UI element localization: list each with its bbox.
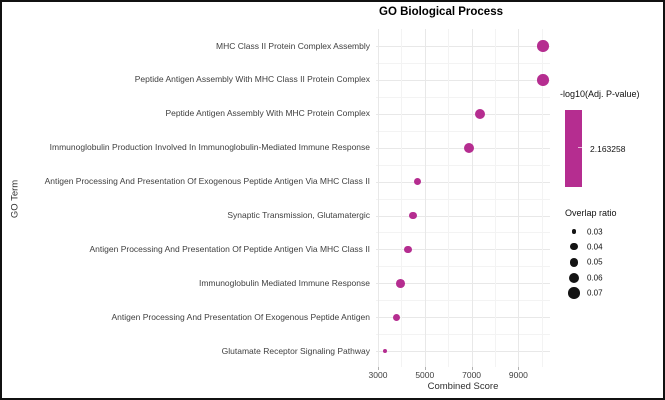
gridline-h-major	[376, 283, 550, 285]
size-legend-dot	[571, 229, 577, 234]
colorbar-tick-mark	[578, 147, 582, 148]
plot-panel	[376, 29, 550, 367]
term-label: Peptide Antigen Assembly With MHC Class …	[134, 74, 370, 85]
data-point	[392, 313, 400, 321]
gridline-v-minor	[401, 29, 403, 367]
gridline-h-major	[376, 351, 550, 353]
x-tick-mark	[471, 367, 473, 370]
size-legend-entry: 0.05	[560, 254, 660, 270]
data-point	[413, 178, 421, 186]
gridline-h-minor	[376, 96, 550, 98]
gridline-v-major	[471, 29, 473, 367]
term-label: Peptide Antigen Assembly With MHC Protei…	[165, 108, 370, 119]
pvalue-legend-title: -log10(Adj. P-value)	[560, 89, 640, 99]
data-point	[409, 211, 417, 220]
term-label: Glutamate Receptor Signaling Pathway	[221, 345, 370, 356]
gridline-h-major	[376, 147, 550, 149]
term-label: Antigen Processing And Presentation Of P…	[89, 243, 371, 254]
gridline-h-minor	[376, 164, 550, 166]
data-point	[395, 278, 405, 288]
term-label: Immunoglobulin Production Involved In Im…	[49, 142, 370, 153]
gridline-h-minor	[376, 334, 550, 336]
gridline-h-major	[376, 317, 550, 319]
data-point	[382, 349, 387, 354]
x-tick-label: 7000	[462, 370, 482, 380]
size-legend-entry: 0.07	[560, 285, 660, 301]
gridline-v-minor	[448, 29, 450, 367]
gridline-h-minor	[376, 62, 550, 64]
x-tick-label: 5000	[415, 370, 435, 380]
size-legend-dot	[569, 272, 579, 283]
data-point	[475, 108, 486, 119]
data-point	[537, 74, 549, 86]
gridline-h-major	[376, 113, 550, 115]
size-legend-dot	[570, 243, 578, 251]
size-legend-dot	[569, 257, 579, 267]
gridline-h-major	[376, 79, 550, 81]
term-label: Antigen Processing And Presentation Of E…	[111, 311, 370, 322]
term-label: Synaptic Transmission, Glutamatergic	[227, 210, 370, 220]
gridline-h-minor	[376, 266, 550, 268]
size-legend-dot	[568, 287, 580, 299]
term-label: Antigen Processing And Presentation Of E…	[44, 176, 370, 187]
gridline-h-major	[376, 215, 550, 217]
x-tick-mark	[377, 367, 379, 370]
gridline-h-major	[376, 249, 550, 251]
chart-title: GO Biological Process	[379, 6, 503, 18]
gridline-v-major	[377, 29, 379, 367]
x-tick-label: 9000	[508, 370, 528, 380]
gridline-v-major	[518, 29, 520, 367]
gridline-h-major	[376, 181, 550, 183]
gridline-h-minor	[376, 130, 550, 132]
gridline-h-minor	[376, 198, 550, 200]
size-legend-entry: 0.06	[560, 270, 660, 286]
size-legend-label: 0.03	[587, 227, 603, 236]
size-legend-label: 0.05	[587, 257, 603, 267]
x-tick-mark	[424, 367, 426, 370]
overlap-legend-title: Overlap ratio	[565, 208, 617, 218]
size-legend-label: 0.04	[587, 242, 603, 252]
gridline-v-major	[424, 29, 426, 367]
size-legend-entry: 0.03	[560, 224, 660, 240]
data-point	[404, 245, 412, 253]
x-axis-title: Combined Score	[427, 381, 499, 392]
colorbar-tick-label: 2.163258	[590, 144, 626, 154]
data-point	[464, 142, 475, 153]
gridline-h-major	[376, 46, 550, 47]
gridline-h-minor	[376, 300, 550, 302]
term-label: Immunoglobulin Mediated Immune Response	[198, 277, 370, 288]
size-legend-entry: 0.04	[560, 239, 660, 255]
gridline-h-minor	[376, 232, 550, 234]
term-label: MHC Class II Protein Complex Assembly	[216, 40, 370, 51]
size-legend-label: 0.07	[587, 288, 603, 298]
x-tick-label: 3000	[368, 370, 388, 380]
data-point	[537, 40, 549, 52]
pvalue-colorbar	[565, 110, 582, 187]
x-tick-mark	[518, 367, 520, 370]
gridline-v-minor	[541, 29, 543, 367]
size-legend-label: 0.06	[587, 273, 603, 283]
gridline-v-minor	[495, 29, 496, 367]
